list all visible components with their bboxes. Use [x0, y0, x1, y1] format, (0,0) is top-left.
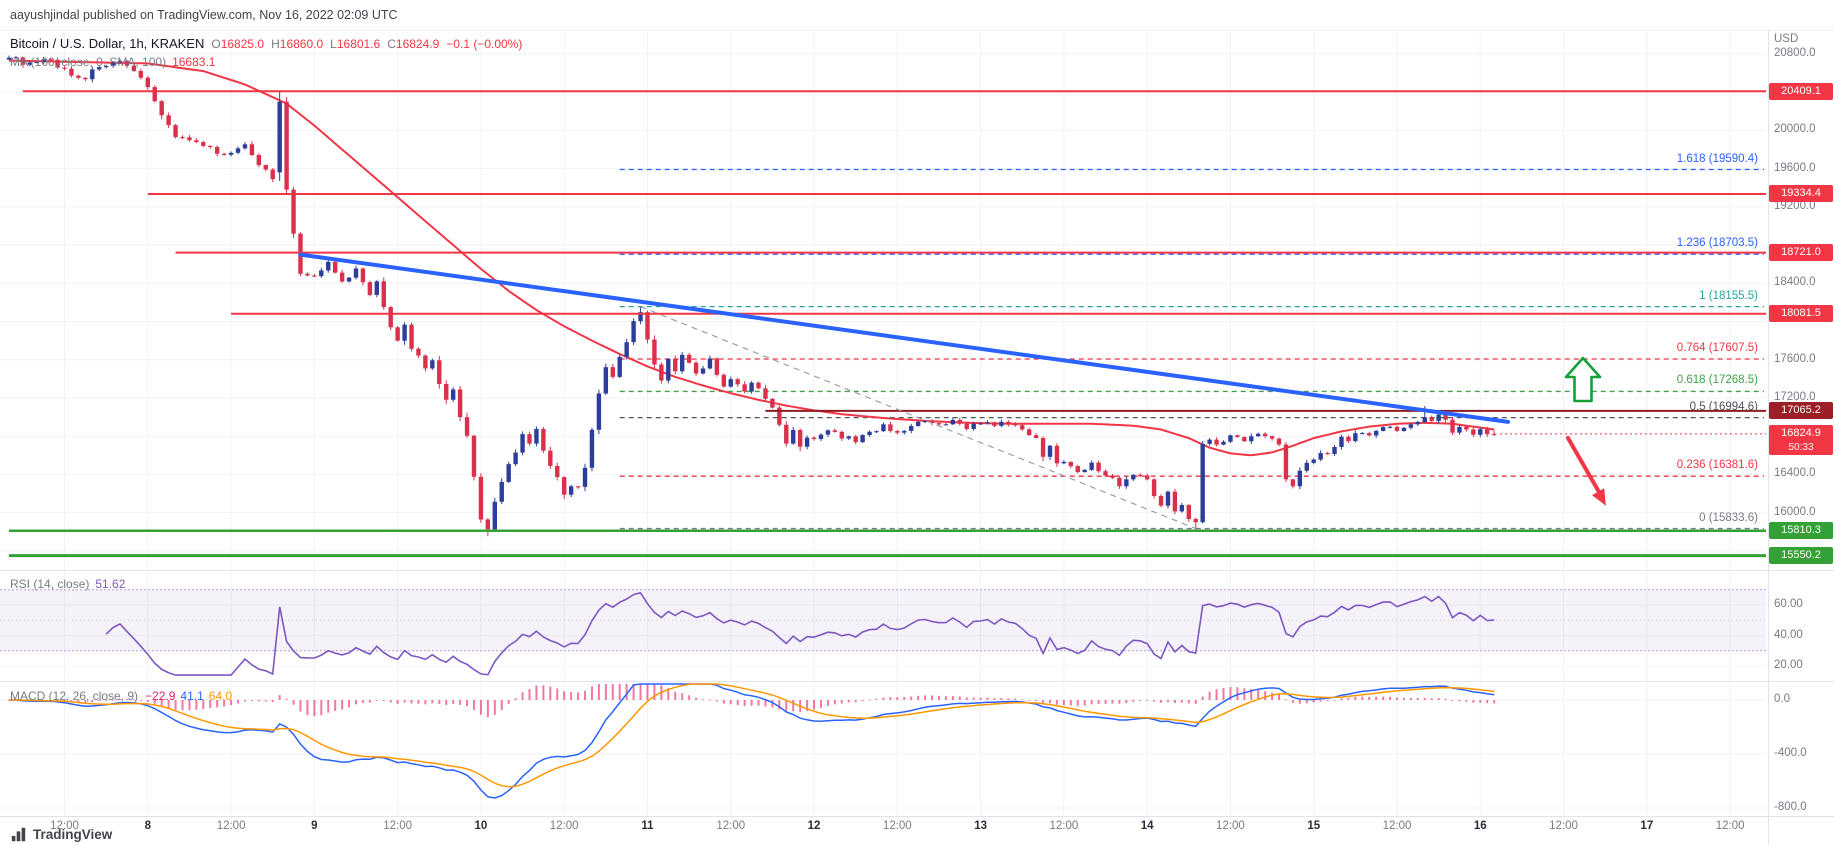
publisher-text: aayushjindal published on TradingView.co…	[10, 8, 398, 22]
macd-pane-layer	[8, 683, 1496, 799]
price-axis[interactable]	[1768, 30, 1834, 816]
candles-series	[6, 55, 1497, 537]
time-axis[interactable]	[0, 816, 1768, 845]
ma-label: MA (100, close, 0, SMA, 100)	[10, 55, 167, 69]
rsi-line	[105, 591, 1495, 676]
down-arrow-drawing	[1566, 436, 1601, 494]
high-value: 16860.0	[279, 37, 324, 51]
macd-label: MACD (12, 26, close, 9)	[10, 689, 139, 703]
high-label: H	[271, 37, 280, 51]
rsi-label: RSI (14, close)	[10, 577, 90, 591]
change-value: −0.1 (−0.00%)	[446, 37, 523, 51]
drawings-layer	[9, 90, 1766, 558]
price-pane-layer	[6, 55, 1764, 537]
open-value: 16825.0	[220, 37, 265, 51]
rsi-value: 51.62	[95, 577, 126, 591]
watermark-label: TradingView	[33, 827, 113, 842]
macd-signal-line	[9, 683, 1495, 788]
low-label: L	[330, 37, 337, 51]
ma-value: 16683.1	[172, 55, 216, 69]
close-label: C	[387, 37, 396, 51]
ma-legend: MA (100, close, 0, SMA, 100) 16683.1	[10, 55, 215, 69]
publisher-bar: aayushjindal published on TradingView.co…	[0, 0, 1834, 30]
macd-histogram	[8, 684, 1496, 718]
macd-legend: MACD (12, 26, close, 9) −22.9 41.1 64.0	[10, 689, 232, 703]
symbol-legend: Bitcoin / U.S. Dollar, 1h, KRAKEN O16825.…	[10, 36, 522, 51]
low-value: 16801.6	[336, 37, 381, 51]
symbol-title[interactable]: Bitcoin / U.S. Dollar, 1h, KRAKEN	[10, 36, 205, 51]
tradingview-logo-icon	[11, 827, 26, 842]
descending-trendline	[298, 252, 1511, 424]
fib-baseline	[640, 306, 1196, 530]
up-arrow-drawing	[1564, 356, 1602, 403]
tradingview-watermark[interactable]: TradingView	[10, 826, 112, 843]
rsi-legend: RSI (14, close) 51.62	[10, 577, 125, 591]
macd-line	[9, 683, 1495, 799]
macd-line-value: 41.1	[180, 689, 204, 703]
sma100-line	[8, 59, 1495, 457]
macd-signal-value: 64.0	[208, 689, 233, 703]
close-value: 16824.9	[395, 37, 440, 51]
rsi-pane-layer	[0, 589, 1766, 676]
open-label: O	[211, 37, 221, 51]
macd-hist-value: −22.9	[145, 689, 176, 703]
